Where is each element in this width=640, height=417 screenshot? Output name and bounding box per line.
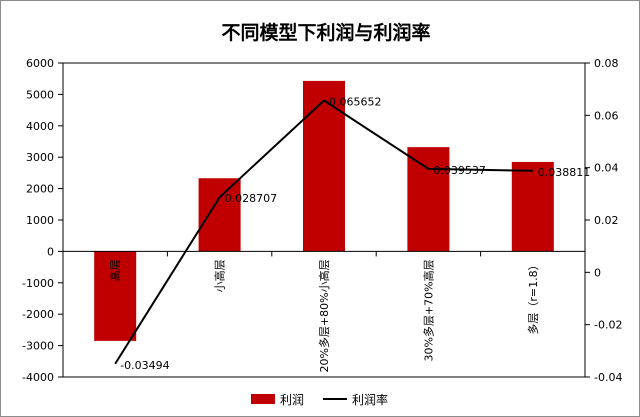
legend-label-margin: 利润率 (352, 392, 388, 407)
left-tick-label: -3000 (22, 340, 54, 353)
right-tick-label: 0.06 (594, 109, 619, 122)
right-tick-label: 0.04 (594, 162, 619, 175)
left-tick-label: 3000 (26, 151, 54, 164)
margin-data-label: 0.065652 (329, 96, 382, 109)
margin-data-label: 0.039537 (433, 164, 486, 177)
bar (94, 251, 137, 341)
zero-line (62, 250, 586, 257)
left-axis: -4000 -3000 -2000 -1000 0 1000 2000 3000 4000 500… (22, 57, 63, 384)
category-label: 30%多层+70%高层 (421, 259, 435, 361)
chart-title: 不同模型下利润与利润率 (221, 21, 430, 44)
left-tick-label: 2000 (26, 183, 54, 196)
margin-data-label: 0.038811 (538, 166, 591, 179)
left-tick-label: -2000 (22, 308, 54, 321)
data-labels: -0.03494 0.028707 0.065652 0.039537 0.038811 (120, 96, 590, 372)
bar (407, 147, 450, 252)
left-tick-label: 0 (47, 245, 54, 258)
left-tick-label: 5000 (26, 88, 54, 101)
right-tick-label: -0.04 (594, 371, 622, 384)
category-labels: 高层 小高层 20%多层+80%小高层 30%多层+70%高层 多层（r=1.8） (108, 259, 540, 372)
left-tick-label: -1000 (22, 277, 54, 290)
left-tick-label: 6000 (26, 57, 54, 70)
margin-line (114, 99, 533, 365)
right-axis: -0.04 -0.02 0 0.02 0.04 0.06 0.08 (585, 57, 622, 384)
left-tick-label: -4000 (22, 371, 54, 384)
bar (511, 161, 554, 252)
category-label: 20%多层+80%小高层 (317, 259, 331, 372)
category-label: 小高层 (213, 259, 227, 292)
bar (198, 178, 241, 252)
legend: 利润 利润率 (251, 392, 388, 407)
right-tick-label: -0.02 (594, 319, 622, 332)
right-tick-label: 0 (594, 266, 601, 279)
right-tick-label: 0.08 (594, 57, 619, 70)
line-series (114, 99, 533, 365)
left-tick-label: 4000 (26, 120, 54, 133)
left-tick-label: 1000 (26, 214, 54, 227)
margin-data-label: 0.028707 (225, 192, 278, 205)
legend-label-profit: 利润 (280, 393, 304, 407)
margin-data-label: -0.03494 (120, 359, 169, 372)
right-tick-label: 0.02 (594, 214, 619, 227)
category-label: 多层（r=1.8） (526, 259, 540, 334)
category-label: 高层 (108, 259, 122, 281)
bar-series (94, 80, 554, 341)
legend-swatch-profit (251, 394, 275, 404)
